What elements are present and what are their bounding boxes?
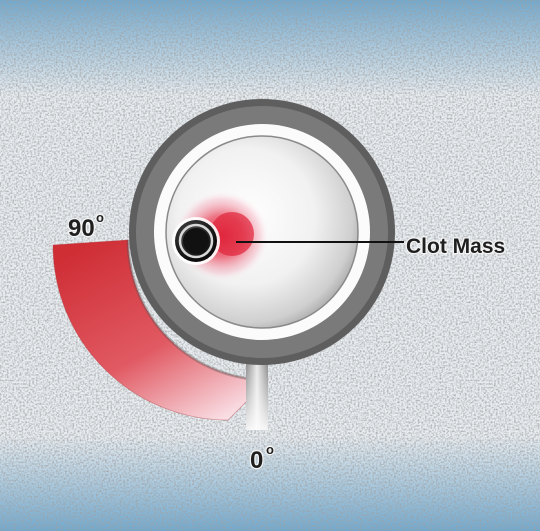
stem-fade [246, 362, 268, 430]
angle-top-degree: o [96, 210, 104, 225]
angle-bottom-label: 0 [250, 447, 263, 474]
angle-bottom-degree: o [266, 442, 274, 457]
clot-core [210, 212, 254, 256]
arc-shadow [126, 239, 269, 382]
clot-mass-label: Clot Mass [406, 235, 505, 258]
angle-arc-icon [52, 239, 269, 421]
angle-top-label: 90 [68, 215, 95, 242]
catheter-tip-icon [172, 217, 220, 265]
